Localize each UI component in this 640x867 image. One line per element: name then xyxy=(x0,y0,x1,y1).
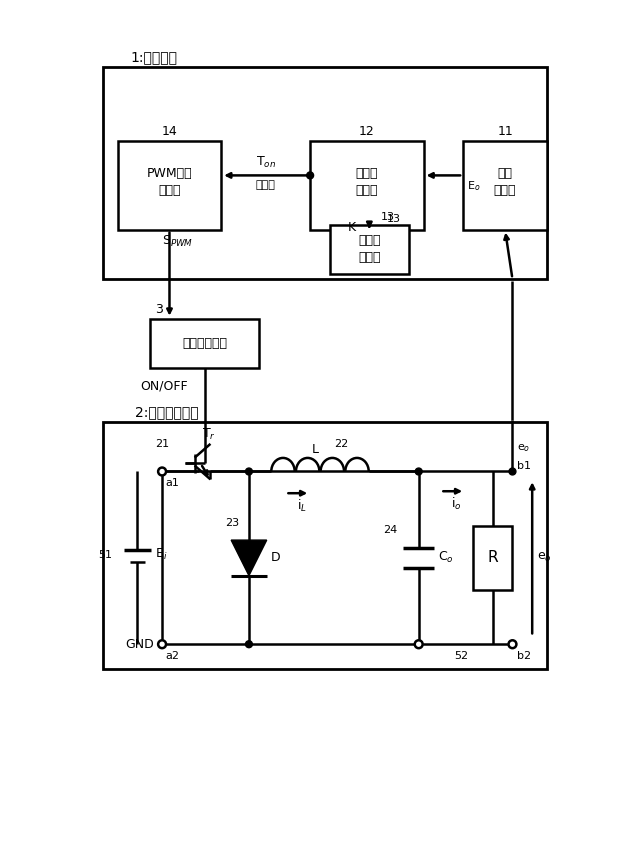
Text: ドライブ回路: ドライブ回路 xyxy=(182,336,227,349)
Text: 1:制御装置: 1:制御装置 xyxy=(131,50,178,64)
Text: 13: 13 xyxy=(381,212,395,222)
Text: 52: 52 xyxy=(454,651,468,661)
Text: 制御量: 制御量 xyxy=(356,167,378,180)
Text: 制御量: 制御量 xyxy=(256,180,276,190)
Text: ゲイン: ゲイン xyxy=(358,234,381,247)
Text: T$_r$: T$_r$ xyxy=(202,427,216,441)
Text: i$_o$: i$_o$ xyxy=(451,496,461,512)
Text: 11: 11 xyxy=(497,126,513,139)
Text: 検出部: 検出部 xyxy=(494,184,516,197)
Text: D: D xyxy=(271,551,280,564)
Text: 12: 12 xyxy=(359,126,375,139)
Circle shape xyxy=(509,640,516,649)
Text: S$_{PWM}$: S$_{PWM}$ xyxy=(162,234,193,249)
Text: E$_o$: E$_o$ xyxy=(467,179,481,193)
Text: i$_L$: i$_L$ xyxy=(297,498,307,514)
Bar xyxy=(463,140,547,230)
Text: 13: 13 xyxy=(387,214,401,225)
Text: K: K xyxy=(348,221,356,234)
Circle shape xyxy=(158,467,166,475)
Text: E$_i$: E$_i$ xyxy=(155,547,168,563)
Text: b1: b1 xyxy=(517,460,531,471)
Circle shape xyxy=(158,640,166,649)
Bar xyxy=(310,140,424,230)
Text: e$_o$: e$_o$ xyxy=(517,442,531,453)
Bar xyxy=(330,225,409,274)
Text: b2: b2 xyxy=(517,651,532,661)
Text: 3: 3 xyxy=(155,303,163,316)
Text: 計算部: 計算部 xyxy=(356,184,378,197)
Circle shape xyxy=(415,640,422,649)
Text: T$_{on}$: T$_{on}$ xyxy=(256,155,276,170)
Text: 21: 21 xyxy=(155,439,169,449)
Text: ON/OFF: ON/OFF xyxy=(140,379,188,392)
Text: 2:電力変換回路: 2:電力変換回路 xyxy=(135,405,199,420)
Text: 設定部: 設定部 xyxy=(358,251,381,264)
Text: 24: 24 xyxy=(383,525,397,535)
Text: 生成部: 生成部 xyxy=(158,184,180,197)
Text: 出力: 出力 xyxy=(497,167,513,180)
Text: PWM信号: PWM信号 xyxy=(147,167,192,180)
Circle shape xyxy=(246,468,252,475)
Text: 23: 23 xyxy=(225,518,239,528)
Text: GND: GND xyxy=(125,638,154,651)
Text: 51: 51 xyxy=(98,550,112,560)
Bar xyxy=(150,318,259,368)
Text: e$_o$: e$_o$ xyxy=(537,551,552,564)
Text: a2: a2 xyxy=(165,651,179,661)
Circle shape xyxy=(307,172,314,179)
Text: 22: 22 xyxy=(335,439,349,449)
Circle shape xyxy=(509,468,516,475)
Polygon shape xyxy=(231,540,267,576)
Text: R: R xyxy=(488,551,498,565)
Bar xyxy=(473,525,513,590)
Circle shape xyxy=(246,641,252,648)
Circle shape xyxy=(415,468,422,475)
Text: 14: 14 xyxy=(162,126,177,139)
Text: C$_o$: C$_o$ xyxy=(438,551,454,565)
Bar xyxy=(103,422,547,669)
Bar xyxy=(103,67,547,279)
Bar xyxy=(118,140,221,230)
Text: L: L xyxy=(312,443,319,456)
Text: a1: a1 xyxy=(165,479,179,488)
